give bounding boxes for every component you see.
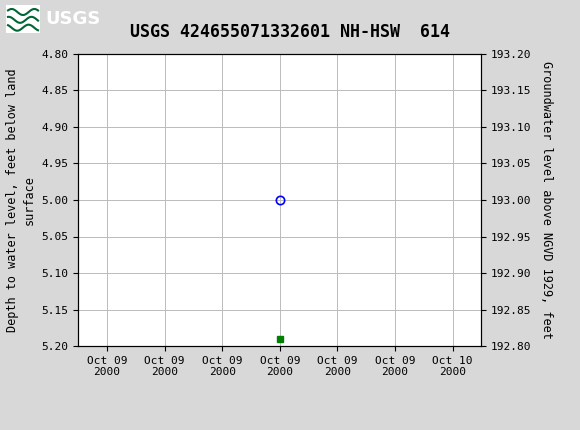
Text: USGS 424655071332601 NH-HSW  614: USGS 424655071332601 NH-HSW 614	[130, 23, 450, 41]
Text: USGS: USGS	[45, 10, 100, 28]
Y-axis label: Groundwater level above NGVD 1929, feet: Groundwater level above NGVD 1929, feet	[540, 61, 553, 339]
Y-axis label: Depth to water level, feet below land
surface: Depth to water level, feet below land su…	[6, 68, 36, 332]
Bar	[6, 5, 40, 33]
